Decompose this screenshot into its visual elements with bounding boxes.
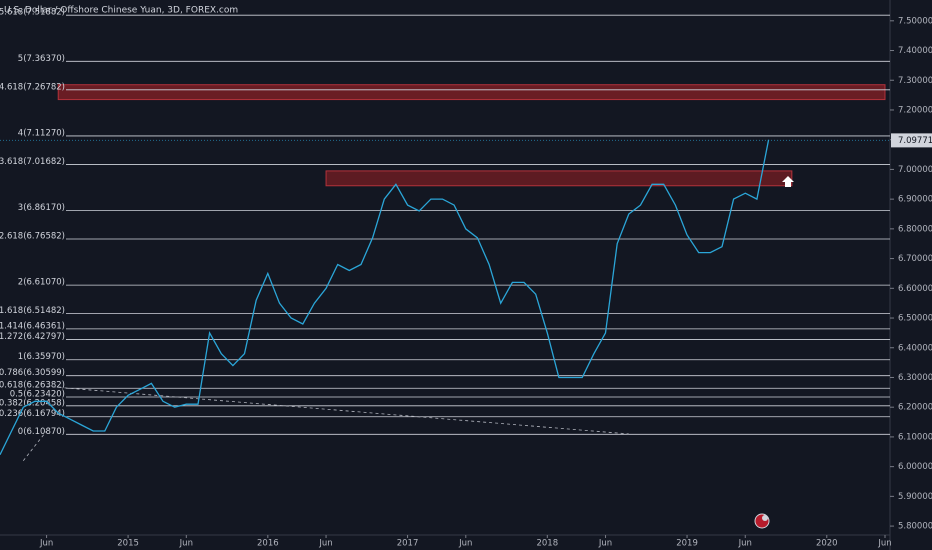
y-tick-label: 7.40000 xyxy=(898,46,932,56)
y-tick-label: 6.60000 xyxy=(898,284,932,294)
x-tick-label: 2018 xyxy=(536,539,558,549)
y-tick-label: 6.40000 xyxy=(898,343,932,353)
fib-label: 3.618(7.01682) xyxy=(0,157,65,167)
x-tick-label: Jun xyxy=(598,539,612,549)
y-tick-label: 6.30000 xyxy=(898,373,932,383)
resistance-zone xyxy=(325,170,793,187)
y-tick-label: 6.10000 xyxy=(898,432,932,442)
fib-label: 1(6.35970) xyxy=(18,352,65,362)
x-tick-label: 2016 xyxy=(257,539,279,549)
y-tick-label: 6.80000 xyxy=(898,224,932,234)
y-tick-label: 5.90000 xyxy=(898,492,932,502)
y-tick-label: 6.90000 xyxy=(898,195,932,205)
y-tick-label: 7.20000 xyxy=(898,105,932,115)
x-tick-label: 2020 xyxy=(816,539,838,549)
fib-label: 3(6.86170) xyxy=(18,203,65,213)
last-price-label: 7.09771 xyxy=(898,136,932,146)
y-tick-label: 6.20000 xyxy=(898,403,932,413)
fib-label: 0.5(6.23420) xyxy=(10,390,65,400)
resistance-zone xyxy=(57,84,886,101)
fib-label: 4.618(7.26782) xyxy=(0,82,65,92)
fib-label: 1.414(6.46361) xyxy=(0,321,65,331)
fib-label: 4(7.11270) xyxy=(18,128,65,138)
fib-label: 5.618(7.51882) xyxy=(0,8,65,18)
x-tick-label: Jun xyxy=(318,539,332,549)
fib-label: 0.236(6.16794) xyxy=(0,409,65,419)
fib-label: 0.382(6.20458) xyxy=(0,398,65,408)
trendline xyxy=(46,385,629,435)
fib-label: 0(6.10870) xyxy=(18,427,65,437)
y-tick-label: 6.50000 xyxy=(898,314,932,324)
arrow-icon xyxy=(782,176,794,187)
y-tick-label: 5.80000 xyxy=(898,522,932,532)
logo-icon xyxy=(754,513,770,529)
fib-label: 1.272(6.42797) xyxy=(0,332,65,342)
y-tick-label: 7.00000 xyxy=(898,165,932,175)
y-tick-label: 7.50000 xyxy=(898,16,932,26)
x-tick-label: 2015 xyxy=(117,539,139,549)
y-tick-label: 7.30000 xyxy=(898,76,932,86)
x-tick-label: 2019 xyxy=(676,539,698,549)
fib-label: 0.786(6.30599) xyxy=(0,368,65,378)
fib-label: 0.618(6.26382) xyxy=(0,381,65,391)
price-line xyxy=(0,139,770,455)
fib-label: 5(7.36370) xyxy=(18,54,65,64)
x-tick-label: Jun xyxy=(738,539,752,549)
x-tick-label: Jun xyxy=(39,539,53,549)
fib-label: 2(6.61070) xyxy=(18,278,65,288)
x-tick-label: Jun xyxy=(458,539,472,549)
y-tick-label: 6.70000 xyxy=(898,254,932,264)
x-tick-label: Jun xyxy=(877,539,891,549)
last-price-tag xyxy=(891,133,932,148)
x-tick-label: 2017 xyxy=(397,539,419,549)
fib-label: 1.618(6.51482) xyxy=(0,306,65,316)
x-tick-label: Jun xyxy=(179,539,193,549)
trendline xyxy=(22,430,47,461)
chart-title: U.S. Dollar / Offshore Chinese Yuan, 3D,… xyxy=(4,6,238,16)
fib-label: 2.618(6.76582) xyxy=(0,232,65,242)
y-tick-label: 6.00000 xyxy=(898,462,932,472)
